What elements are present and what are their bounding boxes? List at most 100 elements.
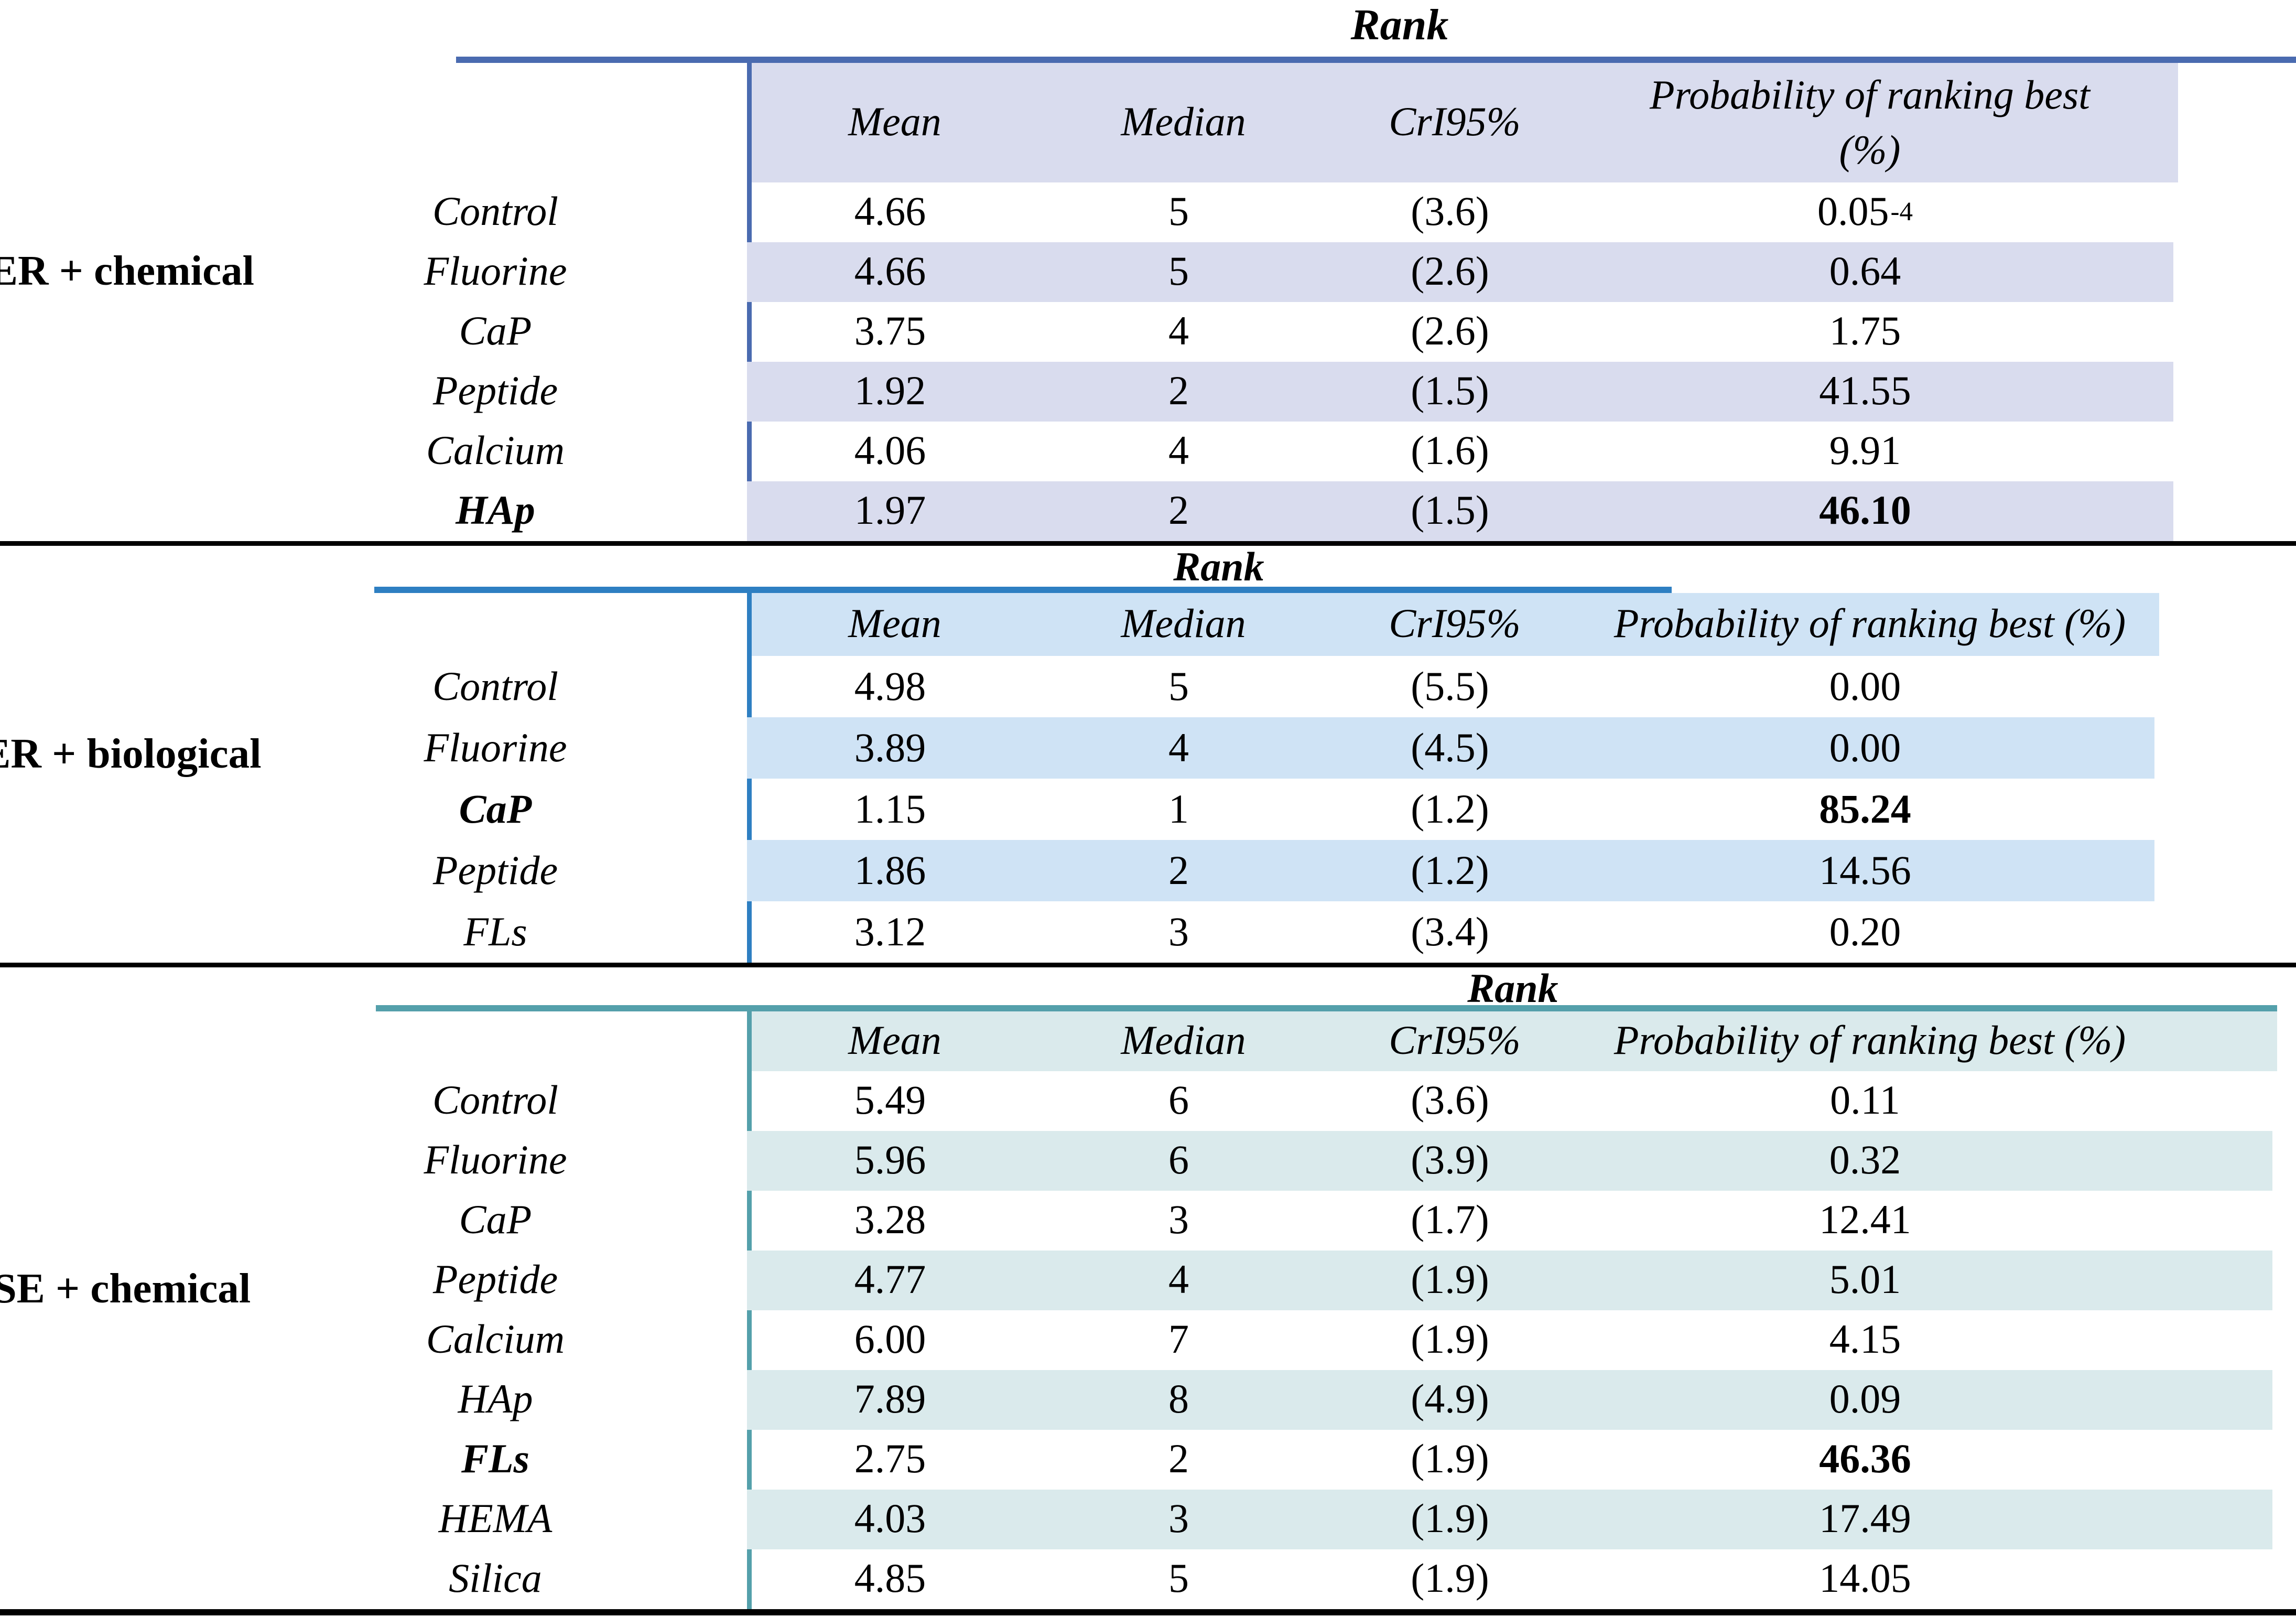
- probability-value: 85.24: [1819, 785, 1911, 832]
- cri95-value: (1.9): [1411, 1496, 1489, 1541]
- probability-value: 0.00: [1829, 663, 1901, 709]
- table-row: Control 4.66 5 (3.6) 0.05 -4: [0, 182, 2296, 242]
- probability-value: 4.15: [1829, 1317, 1901, 1362]
- table-er-biological: ER + biological Rank Mean Median CrI95% …: [0, 544, 2296, 963]
- row-data-strip: 4.66 5 (3.6) 0.05 -4: [747, 182, 2173, 242]
- column-header-cri95: CrI95%: [1389, 601, 1521, 646]
- table-body: Control 4.98 5 (5.5) 0.00 Fluorine 3.89 4 (4.5) 0…: [0, 656, 2296, 963]
- row-filler: [2154, 1131, 2272, 1191]
- cri95-value: (1.2): [1411, 785, 1489, 832]
- row-filler: [2154, 481, 2173, 541]
- table-row: Peptide 4.77 4 (1.9) 5.01: [0, 1251, 2296, 1310]
- row-data-strip: 4.03 3 (1.9) 17.49: [747, 1490, 2272, 1549]
- row-data-strip: 5.49 6 (3.6) 0.11: [747, 1071, 2272, 1131]
- header-row: Mean Median CrI95% Probability of rankin…: [752, 63, 2178, 182]
- table-row: Calcium 6.00 7 (1.9) 4.15: [0, 1310, 2296, 1370]
- probability-value: 0.32: [1829, 1137, 1901, 1183]
- mean-value: 3.75: [854, 308, 926, 354]
- median-value: 3: [1168, 1496, 1189, 1541]
- row-data-strip: 4.98 5 (5.5) 0.00: [747, 656, 2154, 717]
- median-value: 8: [1168, 1376, 1189, 1422]
- column-header-mean: Mean: [848, 601, 941, 646]
- median-value: 5: [1168, 189, 1189, 234]
- column-header-probability-line: (%): [1839, 127, 1901, 173]
- row-label: FLs: [461, 1436, 530, 1482]
- row-label: FLs: [463, 908, 527, 954]
- probability-value: 17.49: [1819, 1496, 1911, 1541]
- column-header-cri95: CrI95%: [1389, 1018, 1521, 1063]
- row-label: Control: [432, 1077, 558, 1123]
- cri95-value: (3.9): [1411, 1137, 1489, 1183]
- table-body: Control 4.66 5 (3.6) 0.05 -4 Fluorine 4.66 5 (2.6…: [0, 182, 2296, 541]
- table-row: CaP 3.28 3 (1.7) 12.41: [0, 1191, 2296, 1251]
- row-data-strip: 2.75 2 (1.9) 46.36: [747, 1430, 2272, 1490]
- cri95-value: (3.6): [1411, 1077, 1489, 1123]
- row-filler: [2154, 422, 2173, 481]
- mean-value: 4.66: [854, 189, 926, 234]
- row-label: Calcium: [426, 428, 565, 473]
- header-row: Mean Median CrI95% Probability of rankin…: [752, 593, 2159, 656]
- mean-value: 4.03: [854, 1496, 926, 1541]
- row-label: CaP: [459, 785, 532, 832]
- row-data-strip: 3.28 3 (1.7) 12.41: [747, 1191, 2272, 1251]
- row-label: Control: [432, 189, 558, 234]
- table-row: HAp 1.97 2 (1.5) 46.10: [0, 481, 2296, 541]
- probability-value: 12.41: [1819, 1197, 1911, 1243]
- table-row: CaP 1.15 1 (1.2) 85.24: [0, 779, 2296, 840]
- column-header-probability-line: Probability of ranking best: [1650, 72, 2090, 118]
- row-filler: [2154, 1490, 2272, 1549]
- table-row: CaP 3.75 4 (2.6) 1.75: [0, 302, 2296, 362]
- mean-value: 1.86: [854, 847, 926, 893]
- median-value: 6: [1168, 1137, 1189, 1183]
- median-value: 5: [1168, 663, 1189, 709]
- mean-value: 1.92: [854, 368, 926, 414]
- column-header-probability-line: Probability of ranking best (%): [1613, 601, 2126, 648]
- probability-value: 14.05: [1819, 1556, 1911, 1601]
- rank-spanner-line: [376, 1005, 2277, 1011]
- median-value: 4: [1168, 724, 1189, 770]
- row-data-strip: 6.00 7 (1.9) 4.15: [747, 1310, 2272, 1370]
- median-value: 2: [1168, 847, 1189, 893]
- row-data-strip: 1.92 2 (1.5) 41.55: [747, 362, 2173, 422]
- mean-value: 3.12: [854, 908, 926, 954]
- cri95-value: (3.6): [1411, 189, 1489, 234]
- column-header-mean: Mean: [848, 99, 941, 145]
- row-label: HEMA: [438, 1496, 553, 1541]
- row-data-strip: 7.89 8 (4.9) 0.09: [747, 1370, 2272, 1430]
- row-data-strip: 4.66 5 (2.6) 0.64: [747, 242, 2173, 302]
- median-value: 4: [1168, 308, 1189, 354]
- median-value: 5: [1168, 249, 1189, 294]
- row-label: Silica: [449, 1556, 542, 1601]
- median-value: 1: [1168, 785, 1189, 832]
- probability-value: 41.55: [1819, 368, 1911, 414]
- row-data-strip: 3.89 4 (4.5) 0.00: [747, 717, 2154, 779]
- rank-spanner-line: [456, 57, 2296, 63]
- column-header-probability: Probability of ranking best (%): [1580, 68, 2159, 178]
- probability-value: 9.91: [1829, 428, 1901, 473]
- table-row: FLs 2.75 2 (1.9) 46.36: [0, 1430, 2296, 1490]
- probability-value: 0.20: [1829, 908, 1901, 954]
- row-data-strip: 4.85 5 (1.9) 14.05: [747, 1549, 2272, 1609]
- column-header-median: Median: [1121, 99, 1246, 145]
- table-row: Silica 4.85 5 (1.9) 14.05: [0, 1549, 2296, 1609]
- probability-value: 0.00: [1829, 724, 1901, 770]
- table-body: Control 5.49 6 (3.6) 0.11 Fluorine 5.96 6 (3.9) 0…: [0, 1071, 2296, 1609]
- section-separator: [0, 541, 2296, 546]
- row-label: Peptide: [432, 368, 558, 414]
- column-header-mean: Mean: [848, 1018, 941, 1063]
- cri95-value: (1.6): [1411, 428, 1489, 473]
- median-value: 3: [1168, 908, 1189, 954]
- median-value: 2: [1168, 368, 1189, 414]
- rank-spanner-title: Rank: [1173, 544, 1264, 590]
- row-filler: [2154, 1430, 2272, 1490]
- cri95-value: (1.5): [1411, 368, 1489, 414]
- mean-value: 4.77: [854, 1257, 926, 1302]
- cri95-value: (2.6): [1411, 249, 1489, 294]
- row-filler: [2154, 1549, 2272, 1609]
- probability-value: 0.05 -4: [1817, 189, 1913, 234]
- cri95-value: (1.5): [1411, 488, 1489, 533]
- median-value: 2: [1168, 1436, 1189, 1482]
- header-row: Mean Median CrI95% Probability of rankin…: [752, 1011, 2277, 1071]
- row-label: Fluorine: [424, 724, 567, 770]
- mean-value: 3.89: [854, 724, 926, 770]
